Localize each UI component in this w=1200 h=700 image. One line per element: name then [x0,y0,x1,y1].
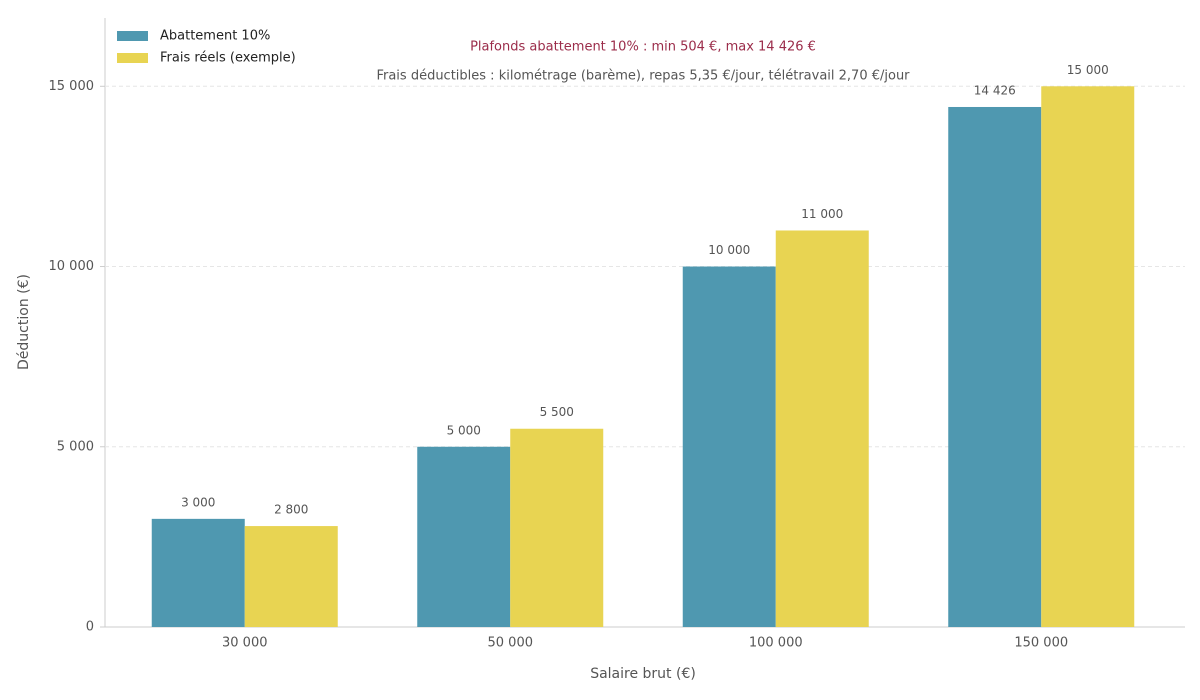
x-tick-label: 50 000 [488,636,534,651]
y-tick-label: 10 000 [49,259,95,274]
y-tick-label: 0 [86,620,94,635]
y-tick-label: 15 000 [49,79,95,94]
x-tick-label: 30 000 [222,636,268,651]
legend-swatch [117,53,148,63]
bar [510,428,604,627]
bar [682,266,776,627]
bar [775,230,869,627]
bar [948,106,1042,627]
value-label: 3 000 [181,495,215,509]
legend-label: Abattement 10% [160,29,270,44]
legend-swatch [117,31,148,41]
y-axis-title: Déduction (€) [16,274,32,370]
legend-label: Frais réels (exemple) [160,51,296,66]
value-label: 11 000 [801,207,843,221]
bar [151,518,245,627]
x-tick-label: 150 000 [1014,636,1068,651]
value-label: 15 000 [1067,63,1109,77]
value-label: 5 000 [447,423,481,437]
annotation: Plafonds abattement 10% : min 504 €, max… [470,40,816,55]
value-label: 10 000 [708,243,750,257]
bar [1041,86,1135,627]
x-axis-title: Salaire brut (€) [590,666,696,682]
bar [244,526,338,627]
annotation: Frais déductibles : kilométrage (barème)… [376,69,910,84]
x-tick-label: 100 000 [749,636,803,651]
value-label: 14 426 [974,83,1016,97]
bar [417,446,511,627]
value-label: 2 800 [274,503,308,517]
y-tick-label: 5 000 [57,439,94,454]
value-label: 5 500 [540,405,574,419]
